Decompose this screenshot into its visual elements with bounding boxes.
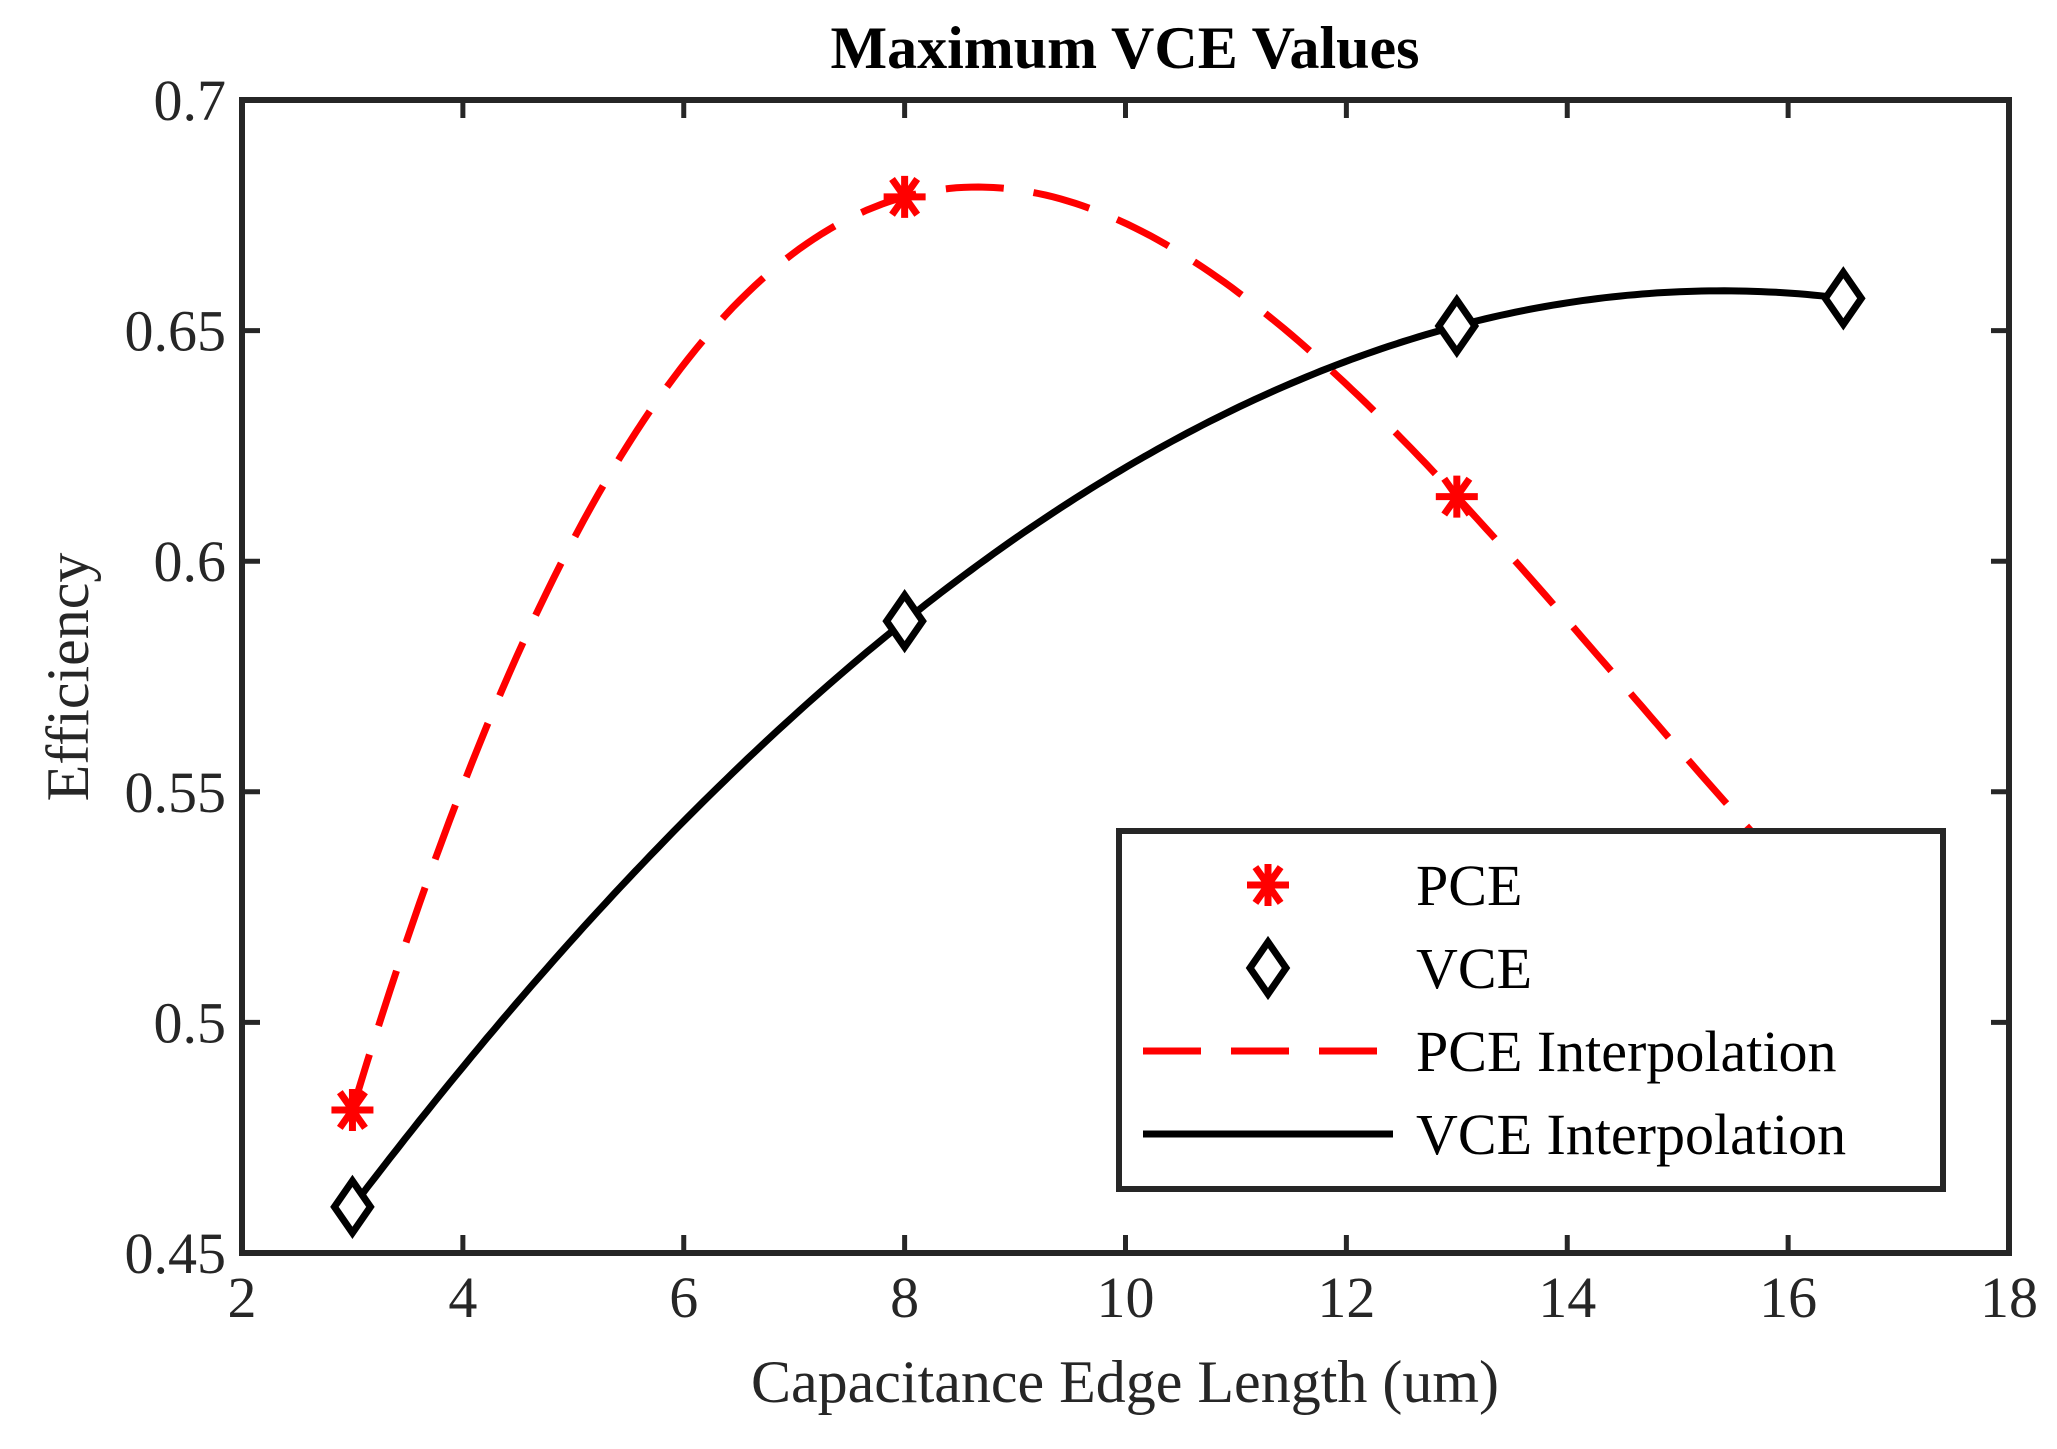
chart-title: Maximum VCE Values [831, 15, 1420, 81]
x-tick-label: 6 [669, 1265, 698, 1330]
x-tick-label: 4 [448, 1265, 477, 1330]
legend-label-pce-interpolation: PCE Interpolation [1416, 1019, 1836, 1084]
y-tick-label: 0.7 [154, 68, 227, 133]
pce-data-point [883, 175, 926, 218]
legend-label-pce: PCE [1416, 853, 1522, 918]
legend-label-vce-interpolation: VCE Interpolation [1416, 1102, 1846, 1167]
x-tick-label: 10 [1097, 1265, 1155, 1330]
pce-data-point [1435, 475, 1478, 518]
interpolation-layer [349, 183, 1846, 1210]
vce-data-point [330, 1174, 375, 1240]
vce-data-point [882, 589, 927, 654]
vce-data-point [1821, 266, 1866, 331]
legend-label-vce: VCE [1416, 936, 1532, 1001]
y-tick-label: 0.6 [154, 529, 227, 594]
x-tick-label: 16 [1759, 1265, 1817, 1330]
vce-interpolation-line [349, 287, 1844, 1210]
legend-sample-vce-icon [1245, 935, 1291, 1001]
y-tick-label: 0.55 [125, 760, 227, 825]
legend-sample-pce-icon [1247, 864, 1289, 906]
x-axis-label: Capacitance Edge Length (um) [751, 1349, 1499, 1415]
y-axis-label: Efficiency [35, 553, 101, 802]
tick-layer: 2 4 6 8 10 12 14 16 18 0.45 0.5 0.55 0.6 0.65 0.7 [125, 68, 2039, 1330]
x-tick-label: 18 [1980, 1265, 2038, 1330]
legend-samples [1143, 864, 1393, 1138]
pce-data-point [331, 1089, 374, 1132]
legend: PCE VCE PCE Interpolation VCE Interpolat… [1116, 828, 1946, 1192]
x-tick-label: 2 [228, 1265, 257, 1330]
y-tick-label: 0.45 [125, 1221, 227, 1286]
legend-box [1116, 828, 1946, 1192]
vce-data-point [1434, 293, 1480, 359]
y-tick-label: 0.65 [125, 299, 227, 364]
x-tick-label: 12 [1317, 1265, 1375, 1330]
y-tick-label: 0.5 [154, 990, 227, 1055]
pce-interpolation-line [349, 183, 1846, 1112]
x-tick-label: 14 [1538, 1265, 1596, 1330]
x-tick-label: 8 [890, 1265, 919, 1330]
